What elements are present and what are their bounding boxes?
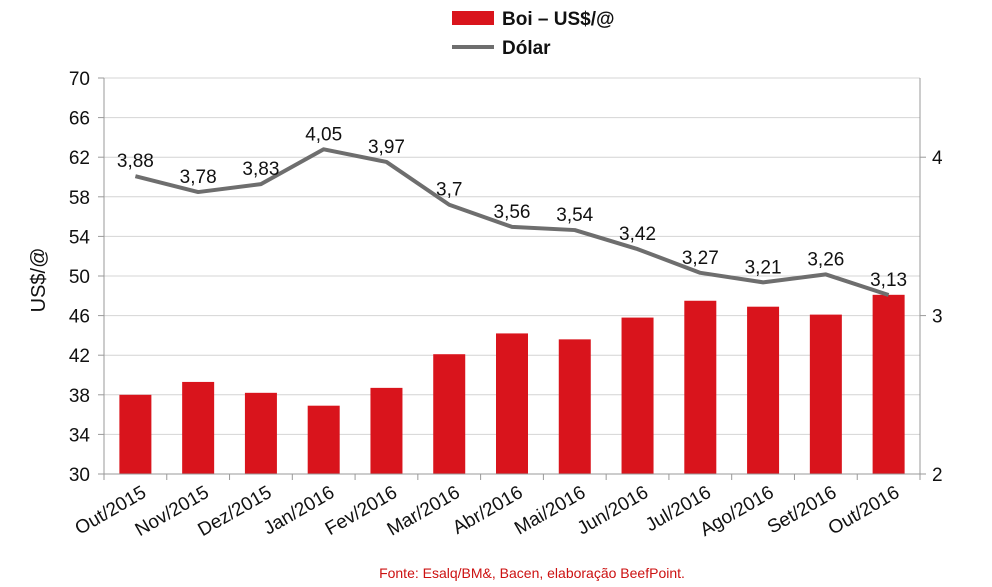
x-tick-label: Mar/2016	[384, 482, 464, 540]
bar	[747, 306, 780, 474]
source-note: Fonte: Esalq/BM&, Bacen, elaboração Beef…	[379, 565, 685, 581]
data-label: 3,88	[117, 151, 154, 172]
y-tick-label: 54	[69, 227, 91, 248]
gridlines	[104, 77, 920, 435]
y-tick-label: 58	[69, 188, 90, 209]
bar	[433, 354, 466, 474]
data-label: 3,27	[682, 248, 719, 269]
legend-swatch-boi	[452, 11, 494, 25]
y-tick-label: 30	[69, 465, 90, 486]
y-axis-label: US$/@	[28, 248, 50, 313]
y-tick-label: 50	[69, 267, 90, 288]
bar	[558, 339, 591, 474]
bar	[182, 381, 215, 474]
legend: Boi – US$/@ Dólar	[452, 9, 615, 59]
y2-tick-label: 4	[932, 148, 943, 169]
legend-label-boi: Boi – US$/@	[502, 9, 615, 30]
y2-tick-label: 3	[932, 307, 943, 328]
y-tick-label: 70	[69, 69, 90, 90]
bar	[307, 405, 340, 474]
bar	[496, 333, 528, 474]
line-series: 3,88 3,78 3,83 4,05 3,97 3,7 3,56 3,54 3,42 3,27 3…	[117, 124, 907, 297]
bar	[809, 314, 842, 474]
x-tick-label: Abr/2016	[449, 482, 526, 539]
y-tick-label: 42	[69, 346, 90, 367]
bar	[872, 294, 905, 474]
line-path	[134, 147, 890, 297]
data-label: 3,42	[619, 224, 656, 245]
data-label: 4,05	[305, 124, 342, 145]
x-tick-label: Out/2016	[825, 482, 903, 539]
x-tick-label: Mai/2016	[511, 482, 589, 539]
y-tick-label: 38	[69, 386, 90, 407]
data-label: 3,26	[807, 249, 844, 270]
bar-series	[119, 294, 905, 474]
bar	[621, 317, 654, 474]
data-label: 3,78	[180, 167, 217, 188]
bar	[119, 394, 152, 474]
y-tick-label: 46	[69, 307, 90, 328]
x-tick-label: Jun/2016	[574, 482, 652, 539]
bar	[684, 300, 717, 474]
y-tick-label: 34	[69, 425, 91, 446]
data-label: 3,56	[494, 202, 531, 223]
y2-tick-label: 2	[932, 465, 943, 486]
bar	[244, 392, 277, 474]
data-label: 3,13	[870, 270, 907, 291]
legend-label-dolar: Dólar	[502, 38, 551, 59]
data-label: 3,7	[436, 180, 462, 201]
data-label: 3,97	[368, 137, 405, 158]
data-label: 3,54	[556, 205, 593, 226]
bar	[370, 387, 403, 474]
data-label: 3,21	[745, 257, 782, 278]
y-tick-label: 66	[69, 109, 90, 130]
data-label: 3,83	[242, 159, 279, 180]
y-tick-label: 62	[69, 148, 90, 169]
